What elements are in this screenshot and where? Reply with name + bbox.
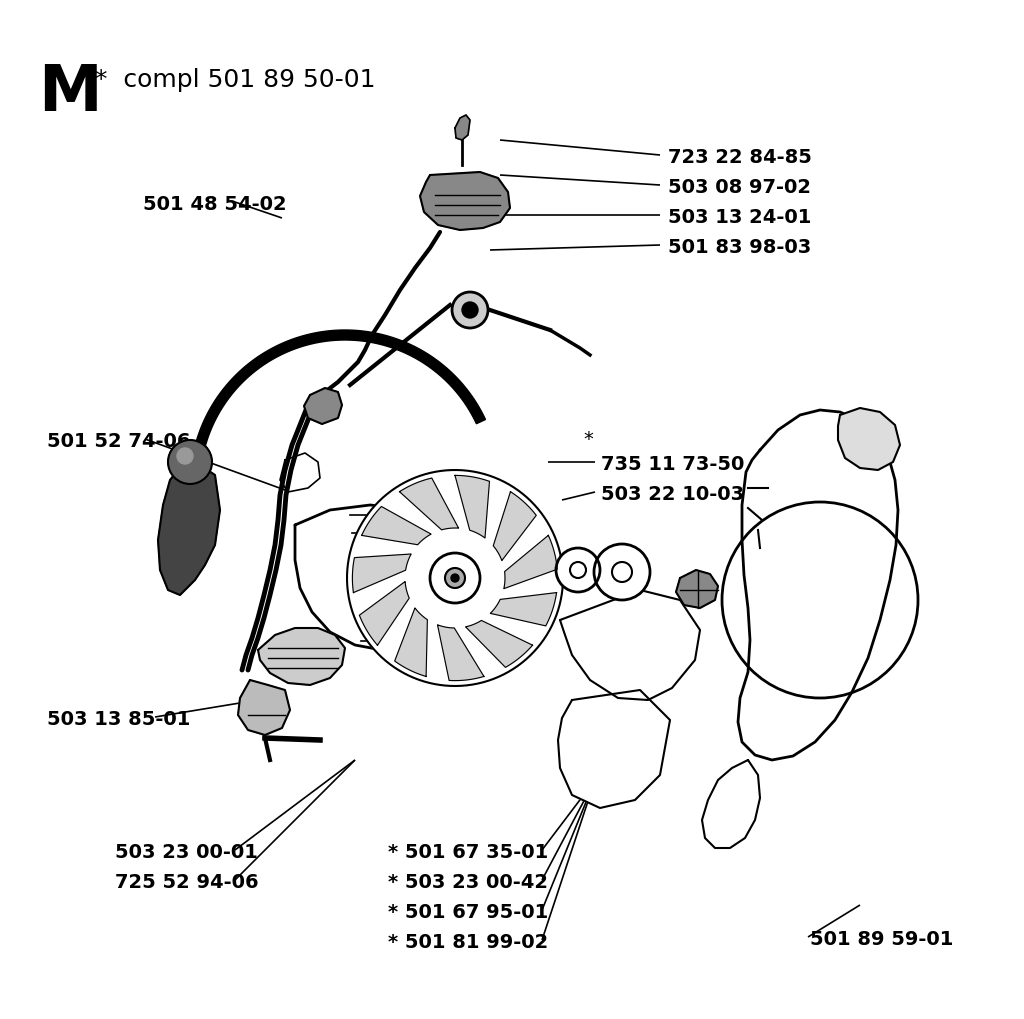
Text: 503 22 10-03: 503 22 10-03 bbox=[601, 485, 744, 504]
Polygon shape bbox=[295, 505, 472, 650]
Text: 503 13 24-01: 503 13 24-01 bbox=[668, 208, 811, 227]
Text: *: * bbox=[583, 430, 593, 449]
Text: * 501 67 35-01: * 501 67 35-01 bbox=[388, 843, 548, 862]
Text: *  compl 501 89 50-01: * compl 501 89 50-01 bbox=[95, 68, 376, 92]
Text: M: M bbox=[38, 62, 101, 124]
Polygon shape bbox=[560, 590, 700, 700]
Polygon shape bbox=[361, 506, 431, 545]
Text: 503 23 00-01: 503 23 00-01 bbox=[115, 843, 258, 862]
Polygon shape bbox=[158, 465, 220, 595]
Text: * 501 67 95-01: * 501 67 95-01 bbox=[388, 903, 548, 922]
Polygon shape bbox=[558, 690, 670, 808]
Circle shape bbox=[445, 568, 465, 588]
Text: 503 13 85-01: 503 13 85-01 bbox=[47, 710, 190, 729]
Polygon shape bbox=[738, 410, 898, 760]
Text: 501 48 54-02: 501 48 54-02 bbox=[143, 195, 287, 214]
Polygon shape bbox=[399, 478, 459, 530]
Circle shape bbox=[452, 292, 488, 328]
Polygon shape bbox=[238, 680, 290, 735]
Text: * 503 23 00-42: * 503 23 00-42 bbox=[388, 873, 548, 892]
Text: 723 22 84-85: 723 22 84-85 bbox=[668, 148, 812, 167]
Polygon shape bbox=[304, 388, 342, 424]
Text: 725 52 94-06: 725 52 94-06 bbox=[115, 873, 259, 892]
Polygon shape bbox=[490, 593, 557, 626]
Polygon shape bbox=[702, 760, 760, 848]
Text: 735 11 73-50: 735 11 73-50 bbox=[601, 455, 744, 474]
Polygon shape bbox=[676, 570, 718, 608]
Text: 501 83 98-03: 501 83 98-03 bbox=[668, 238, 811, 257]
Circle shape bbox=[462, 302, 478, 318]
Polygon shape bbox=[420, 172, 510, 230]
Text: 501 52 74-06: 501 52 74-06 bbox=[47, 432, 190, 451]
Polygon shape bbox=[494, 492, 537, 560]
Polygon shape bbox=[190, 330, 485, 498]
Polygon shape bbox=[280, 453, 319, 492]
Circle shape bbox=[594, 544, 650, 600]
Text: * 501 81 99-02: * 501 81 99-02 bbox=[388, 933, 548, 952]
Polygon shape bbox=[437, 625, 484, 681]
Polygon shape bbox=[838, 408, 900, 470]
Circle shape bbox=[168, 440, 212, 484]
Circle shape bbox=[430, 553, 480, 603]
Polygon shape bbox=[258, 628, 345, 685]
Polygon shape bbox=[359, 582, 410, 645]
Polygon shape bbox=[466, 621, 532, 667]
Polygon shape bbox=[455, 483, 490, 515]
Circle shape bbox=[556, 548, 600, 592]
Polygon shape bbox=[347, 470, 563, 686]
Polygon shape bbox=[455, 476, 489, 538]
Text: 503 08 97-02: 503 08 97-02 bbox=[668, 178, 811, 197]
Polygon shape bbox=[394, 608, 427, 677]
Text: 501 89 59-01: 501 89 59-01 bbox=[810, 930, 953, 949]
Polygon shape bbox=[352, 554, 411, 593]
Circle shape bbox=[451, 574, 459, 582]
Polygon shape bbox=[504, 535, 557, 589]
Polygon shape bbox=[455, 115, 470, 140]
Circle shape bbox=[177, 448, 193, 464]
